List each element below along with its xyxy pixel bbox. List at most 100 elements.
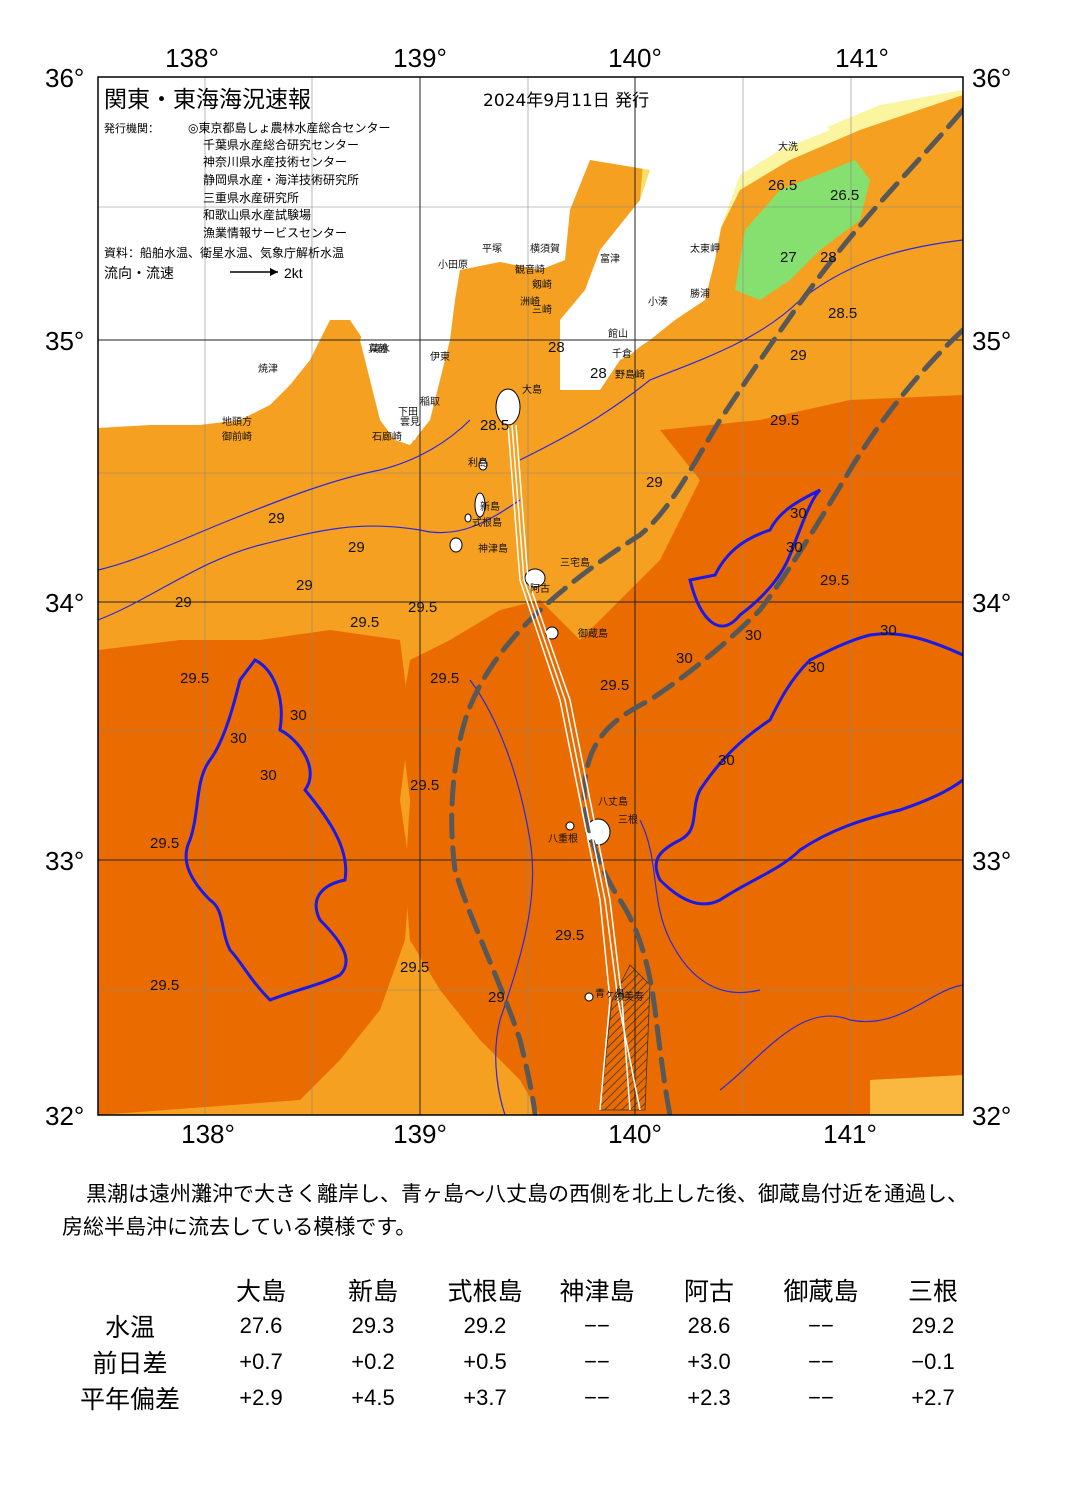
major-grid-lines — [98, 77, 963, 1115]
place-label: 八丈島 — [598, 795, 628, 808]
sea-hot-area-west — [98, 630, 410, 1115]
lon-label: 138° — [165, 43, 219, 73]
col-header: 三根 — [907, 1277, 958, 1306]
place-label: 焼津 — [258, 363, 278, 375]
lat-label: 35° — [972, 326, 1011, 356]
isotherm-label: 29.5 — [408, 599, 437, 616]
isotherm-label: 30 — [786, 539, 803, 556]
table-cell: +0.2 — [351, 1349, 395, 1374]
isotherm-labels: 26.5 26.5 27 28 28 28 28.5 28.5 29 29 29 29 29 29 29 29… — [150, 177, 897, 1006]
isotherm-label: 29 — [790, 347, 807, 364]
kuroshio-axis — [449, 107, 963, 1115]
table-cell: +3.7 — [463, 1385, 507, 1410]
table-cell: 29.2 — [463, 1313, 507, 1338]
agency: 三重県水産研究所 — [203, 190, 299, 205]
row-header: 平年偏差 — [79, 1385, 180, 1414]
place-label: 大島 — [522, 383, 542, 396]
isotherm-lines-thin — [98, 239, 963, 1115]
isotherm-label: 30 — [676, 650, 693, 667]
table-corner — [55, 1272, 205, 1308]
lat-labels-right: 36° 35° 34° 33° 32° — [972, 63, 1011, 1131]
flow-legend-unit: 2kt — [284, 265, 303, 281]
isotherm-30-contours — [184, 488, 963, 1002]
land-boso — [565, 100, 830, 370]
table-cell: −− — [584, 1349, 610, 1374]
isotherm-label: 29.5 — [150, 835, 179, 852]
lat-labels-left: 36° 35° 34° 33° 32° — [45, 63, 84, 1131]
lat-label: 35° — [45, 326, 84, 356]
isotherm-label: 29.5 — [180, 670, 209, 687]
isotherm-label: 29 — [268, 510, 285, 527]
col-header: 神津島 — [559, 1277, 635, 1306]
table-row: 平年偏差 +2.9 +4.5 +3.7 −− +2.3 −− +2.7 — [55, 1380, 989, 1416]
lon-label: 139° — [393, 1119, 447, 1149]
isotherm-label: 30 — [880, 622, 897, 639]
isotherm-label: 26.5 — [830, 187, 859, 204]
agency: 静岡県水産・海洋技術研究所 — [203, 172, 359, 187]
isotherm-label: 29.5 — [150, 977, 179, 994]
place-label: 御蔵島 — [578, 627, 608, 640]
table-cell: 27.6 — [239, 1313, 283, 1338]
place-label: 観音崎 — [515, 263, 545, 276]
map-frame — [97, 76, 964, 1116]
place-label: 石廊崎 — [372, 430, 402, 443]
isotherm-label: 29.5 — [600, 677, 629, 694]
isotherm-label: 29 — [348, 539, 365, 556]
isotherm-label: 30 — [808, 659, 825, 676]
table-cell: 29.2 — [911, 1313, 955, 1338]
col-header: 新島 — [347, 1277, 398, 1306]
table-cell: −− — [584, 1385, 610, 1410]
lon-labels-bottom: 138° 139° 140° 141° — [181, 1119, 877, 1149]
lon-label: 141° — [823, 1119, 877, 1149]
table-cell: −− — [584, 1313, 610, 1338]
place-label: 三崎 — [532, 303, 552, 316]
table-cell: +0.7 — [239, 1349, 283, 1374]
summary-text: 黒潮は遠州灘沖で大きく離岸し、青ヶ島～八丈島の西側を北上した後、御蔵島付近を通過… — [62, 1182, 968, 1239]
isotherm-label: 29 — [488, 989, 505, 1006]
lat-label: 36° — [45, 63, 84, 93]
island-shikinejima — [464, 513, 472, 523]
place-label: 横須賀 — [530, 242, 560, 255]
isotherm-label: 26.5 — [768, 177, 797, 194]
lon-labels-top: 138° 139° 140° 141° — [165, 43, 889, 73]
isotherm-label: 28 — [820, 249, 837, 266]
isotherm-label: 30 — [230, 730, 247, 747]
isotherm-label: 29.5 — [400, 959, 429, 976]
data-source: 資料：船舶水温、衛星水温、気象庁解析水温 — [104, 245, 344, 260]
place-label: 神津島 — [478, 542, 508, 555]
isotherm-label: 29.5 — [350, 614, 379, 631]
place-label: 平塚 — [482, 243, 502, 255]
place-label: 稲取 — [420, 396, 440, 408]
place-label: 雲見 — [400, 416, 420, 428]
isotherm-label: 27 — [780, 249, 797, 266]
table-cell: +2.3 — [687, 1385, 731, 1410]
lon-label: 141° — [835, 43, 889, 73]
isotherm-label: 29.5 — [430, 670, 459, 687]
place-label: 青ヶ島 — [595, 987, 625, 1000]
agency: 神奈川県水産技術センター — [203, 154, 347, 169]
lat-label: 36° — [972, 63, 1011, 93]
place-label: 勝浦 — [690, 287, 710, 300]
lon-label: 139° — [393, 43, 447, 73]
land-honshu-tokai — [98, 77, 963, 445]
table-cell: −0.1 — [911, 1349, 955, 1374]
flow-arrow-icon — [230, 268, 278, 276]
place-label: 下田 — [398, 407, 418, 418]
place-label: 小湊 — [648, 295, 668, 308]
table-cell: +0.5 — [463, 1349, 507, 1374]
place-label: 三宅島 — [560, 556, 590, 569]
island-miyakejima — [524, 568, 546, 588]
place-label: 地頭方 — [222, 415, 252, 428]
agency: 漁業情報サービスセンター — [203, 226, 347, 240]
issue-date: 2024年9月11日 発行 — [483, 91, 649, 111]
row-header: 水温 — [104, 1313, 155, 1342]
agency: 千葉県水産総合研究センター — [203, 137, 359, 152]
isotherm-label: 28.5 — [828, 305, 857, 322]
place-label: 八重根 — [548, 832, 578, 845]
island-aogashima — [584, 992, 594, 1002]
place-label: 阿古 — [530, 582, 550, 595]
isotherm-label: 30 — [718, 752, 735, 769]
table-cell: +4.5 — [351, 1385, 395, 1410]
place-label: 三根 — [618, 813, 638, 826]
